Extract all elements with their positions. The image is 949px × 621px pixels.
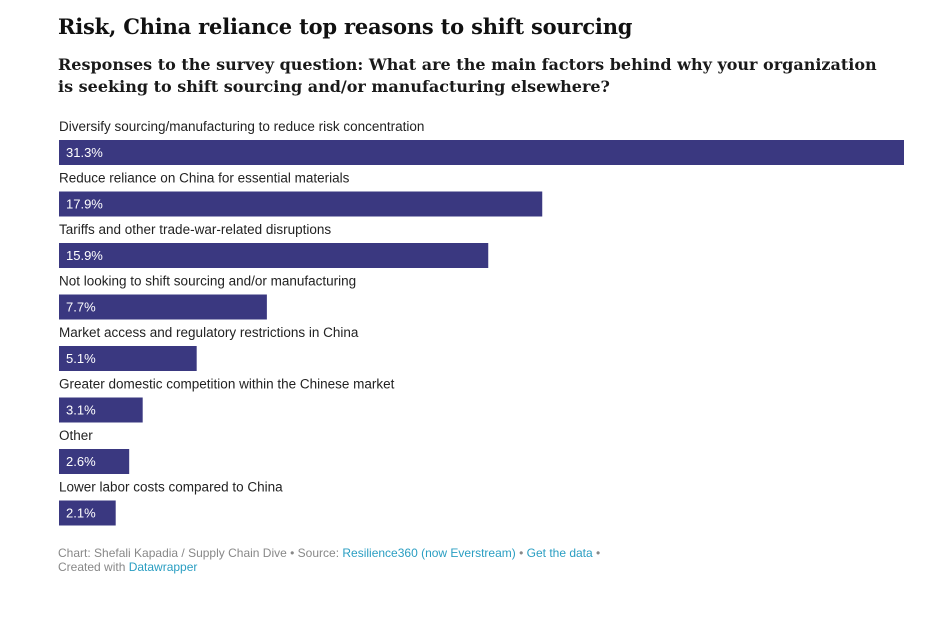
footer-separator: • bbox=[515, 546, 527, 560]
footer-separator: • Source: bbox=[286, 546, 343, 560]
data-label: 2.1% bbox=[66, 506, 96, 521]
category-label: Diversify sourcing/manufacturing to redu… bbox=[59, 119, 424, 134]
category-label: Greater domestic competition within the … bbox=[59, 377, 395, 392]
chart-title: Risk, China reliance top reasons to shif… bbox=[58, 14, 633, 39]
data-label: 3.1% bbox=[66, 403, 96, 418]
category-label: Not looking to shift sourcing and/or man… bbox=[59, 274, 356, 289]
data-label: 2.6% bbox=[66, 454, 96, 469]
category-label: Market access and regulatory restriction… bbox=[59, 325, 359, 340]
bar bbox=[59, 191, 543, 217]
footer-separator: • bbox=[592, 546, 601, 560]
footer-created-with: Created with bbox=[58, 560, 129, 574]
bar bbox=[59, 243, 489, 268]
category-label: Reduce reliance on China for essential m… bbox=[59, 171, 350, 186]
bar bbox=[59, 397, 143, 423]
get-the-data-link[interactable]: Get the data bbox=[526, 546, 593, 560]
source-link[interactable]: Resilience360 (now Everstream) bbox=[342, 546, 516, 560]
data-label: 5.1% bbox=[66, 351, 96, 366]
data-label: 31.3% bbox=[66, 145, 103, 160]
data-label: 7.7% bbox=[66, 300, 96, 315]
chart-footer: Chart: Shefali Kapadia / Supply Chain Di… bbox=[58, 546, 600, 574]
category-label: Other bbox=[59, 428, 93, 443]
category-label: Lower labor costs compared to China bbox=[59, 480, 283, 495]
footer-line-2: Created with Datawrapper bbox=[58, 560, 600, 574]
chart-subtitle: Responses to the survey question: What a… bbox=[58, 55, 877, 96]
category-label: Tariffs and other trade-war-related disr… bbox=[59, 222, 331, 237]
bar bbox=[59, 346, 197, 371]
datawrapper-link[interactable]: Datawrapper bbox=[128, 560, 198, 574]
footer-line-1: Chart: Shefali Kapadia / Supply Chain Di… bbox=[58, 546, 600, 560]
footer-credit: Chart: Shefali Kapadia / Supply Chain Di… bbox=[58, 546, 287, 560]
data-label: 15.9% bbox=[66, 248, 103, 263]
bar bbox=[59, 449, 130, 474]
bar bbox=[59, 140, 904, 165]
data-label: 17.9% bbox=[66, 197, 103, 212]
bar bbox=[59, 294, 267, 320]
bar bbox=[59, 500, 116, 526]
